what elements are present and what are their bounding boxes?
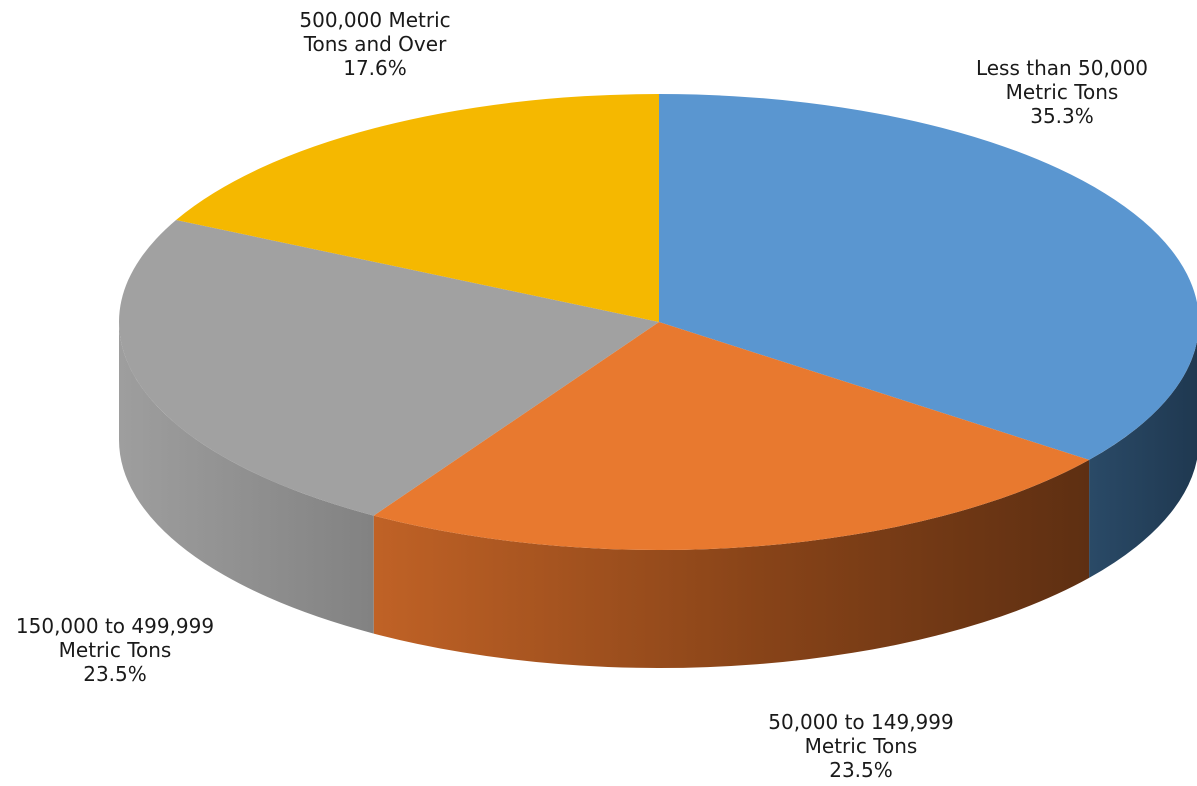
- slice-label-line: Metric Tons: [804, 734, 918, 758]
- slice-side-less-than-50-000-metric-tons: [1089, 341, 1197, 578]
- slice-label-line: 150,000 to 499,999: [15, 614, 215, 638]
- slice-label-500000-and-over: 500,000 Metric Tons and Over 17.6%: [245, 8, 505, 80]
- slice-label-50000-to-149999: 50,000 to 149,999 Metric Tons 23.5%: [731, 710, 991, 782]
- slice-label-line: Less than 50,000: [975, 56, 1149, 80]
- slice-side-50-000-to-149-999-metric-tons: [373, 459, 1090, 668]
- slice-label-line: 50,000 to 149,999: [768, 710, 954, 734]
- slice-label-150000-to-499999: 150,000 to 499,999 Metric Tons 23.5%: [0, 614, 245, 686]
- slice-label-line: 500,000 Metric: [299, 8, 451, 32]
- slice-percent: 17.6%: [343, 56, 407, 80]
- slice-label-less-than-50000: Less than 50,000 Metric Tons 35.3%: [932, 56, 1192, 128]
- slice-less-than-50-000-metric-tons: [659, 94, 1197, 460]
- slice-50-000-to-149-999-metric-tons: [373, 322, 1090, 550]
- slice-label-line: Metric Tons: [58, 638, 172, 662]
- slice-side-150-000-to-499-999-metric-tons: [119, 322, 374, 634]
- slice-percent: 23.5%: [83, 662, 147, 686]
- slice-500-000-metric-tons-and-over: [176, 94, 659, 322]
- slice-percent: 23.5%: [829, 758, 893, 782]
- slice-label-line: Tons and Over: [303, 32, 447, 56]
- slice-label-line: Metric Tons: [1005, 80, 1119, 104]
- slice-percent: 35.3%: [1030, 104, 1094, 128]
- slice-150-000-to-499-999-metric-tons: [119, 219, 659, 516]
